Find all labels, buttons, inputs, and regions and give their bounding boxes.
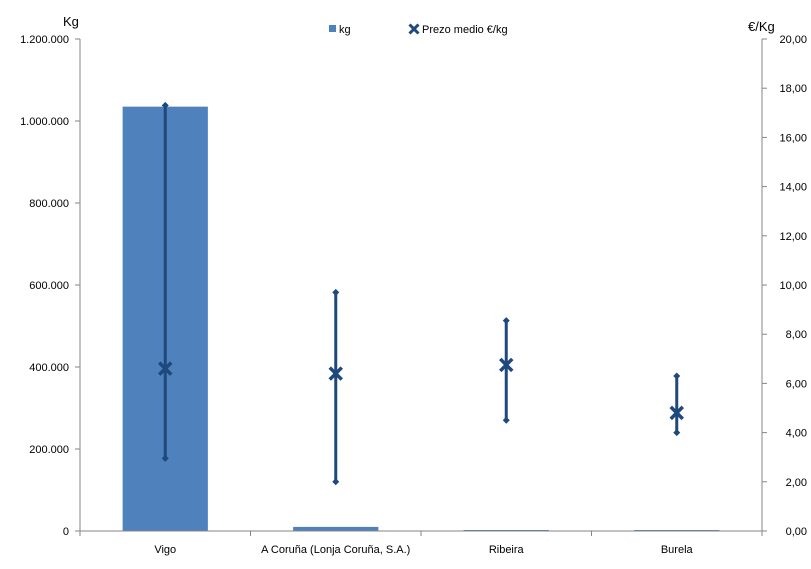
price-mean-marker <box>328 366 343 381</box>
right-tick-label: 4,00 <box>786 428 807 440</box>
price-min-marker <box>502 416 510 424</box>
price-max-marker <box>161 101 169 109</box>
category-label: Ribeira <box>489 544 525 556</box>
legend-swatch-kg <box>329 25 336 32</box>
price-mean-marker <box>669 405 684 421</box>
price-range-series <box>158 101 684 486</box>
right-tick-label: 0,00 <box>786 526 807 538</box>
category-axis-labels: Vigo A Coruña (Lonja Coruña, S.A.) Ribeira… <box>154 544 693 556</box>
right-tick-label: 12,00 <box>779 231 807 243</box>
price-mean-marker-stroke <box>499 357 514 373</box>
right-tick-label: 20,00 <box>779 34 807 46</box>
legend: kg Prezo medio €/kg <box>329 23 508 36</box>
right-tick-label: 18,00 <box>779 83 807 95</box>
right-axis-title: €/Kg <box>748 19 775 34</box>
price-max-marker <box>673 372 681 380</box>
left-tick-label: 1.000.000 <box>20 116 69 128</box>
left-tick-label: 0 <box>63 526 69 538</box>
category-label: Burela <box>661 544 694 556</box>
left-tick-label: 200.000 <box>29 444 69 456</box>
price-min-marker <box>332 478 340 486</box>
price-mean-marker <box>158 361 173 376</box>
legend-label-kg: kg <box>339 24 351 36</box>
bar-series <box>122 106 720 532</box>
right-tick-label: 6,00 <box>786 378 807 390</box>
left-tick-label: 400.000 <box>29 362 69 374</box>
left-tick-label: 1.200.000 <box>20 34 69 46</box>
price-min-marker <box>673 429 681 437</box>
price-min-marker <box>161 454 169 462</box>
price-max-marker <box>502 317 510 325</box>
right-tick-label: 14,00 <box>779 182 807 194</box>
bar <box>293 526 379 531</box>
legend-marker-stroke <box>408 23 420 35</box>
left-tick-label: 800.000 <box>29 198 69 210</box>
right-tick-label: 16,00 <box>779 132 807 144</box>
right-tick-label: 10,00 <box>779 280 807 292</box>
price-mean-marker-stroke <box>669 405 684 421</box>
right-axis-ticks: 0,00 2,00 4,00 6,00 8,00 10,00 12,00 14,00 16,00… <box>762 34 807 538</box>
category-label: Vigo <box>154 544 176 556</box>
left-axis-title: Kg <box>63 14 79 29</box>
right-tick-label: 2,00 <box>786 477 807 489</box>
price-mean-marker-stroke <box>328 366 343 381</box>
category-label: A Coruña (Lonja Coruña, S.A.) <box>261 544 410 556</box>
left-tick-label: 600.000 <box>29 280 69 292</box>
left-axis-ticks: 0 200.000 400.000 600.000 800.000 1.000.000 1.… <box>20 34 80 538</box>
legend-swatch-price-marker <box>408 23 420 35</box>
price-mean-marker <box>499 357 514 373</box>
legend-label-price: Prezo medio €/kg <box>422 24 508 36</box>
price-mean-marker-stroke <box>158 361 173 376</box>
right-tick-label: 8,00 <box>786 329 807 341</box>
bar <box>463 529 549 531</box>
price-max-marker <box>332 288 340 296</box>
